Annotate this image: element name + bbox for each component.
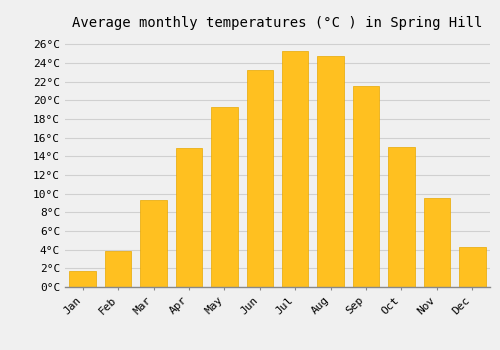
Bar [424,198,450,287]
Bar [70,271,96,287]
Bar [211,107,238,287]
Bar [318,56,344,287]
Bar [282,51,308,287]
Bar [353,86,380,287]
Bar [388,147,414,287]
Bar [246,70,273,287]
Bar [140,200,167,287]
Bar [176,148,202,287]
Title: Average monthly temperatures (°C ) in Spring Hill: Average monthly temperatures (°C ) in Sp… [72,16,482,30]
Bar [105,251,132,287]
Bar [459,247,485,287]
